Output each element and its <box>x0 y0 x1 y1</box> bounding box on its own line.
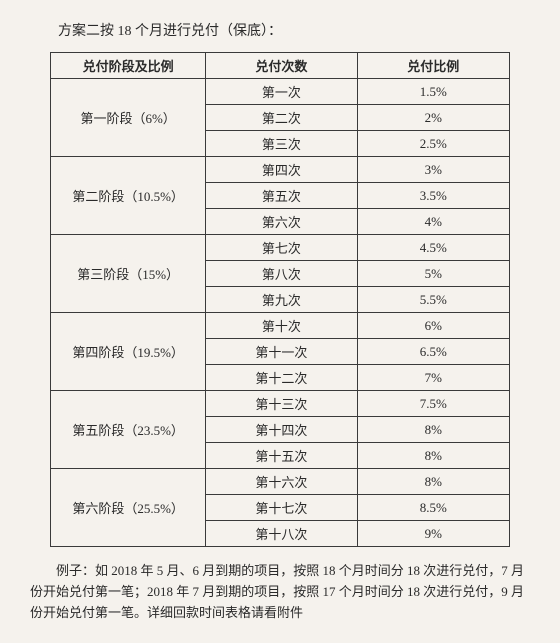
count-cell: 第十次 <box>206 313 357 339</box>
stage-cell: 第四阶段（19.5%） <box>51 313 206 391</box>
payment-schedule-table: 兑付阶段及比例 兑付次数 兑付比例 第一阶段（6%）第一次1.5%第二次2%第三… <box>50 52 510 547</box>
count-cell: 第十四次 <box>206 417 357 443</box>
ratio-cell: 8% <box>357 469 509 495</box>
count-cell: 第五次 <box>206 183 357 209</box>
ratio-cell: 1.5% <box>357 79 509 105</box>
table-row: 第六阶段（25.5%）第十六次8% <box>51 469 510 495</box>
count-cell: 第八次 <box>206 261 357 287</box>
count-cell: 第九次 <box>206 287 357 313</box>
count-cell: 第四次 <box>206 157 357 183</box>
ratio-cell: 8.5% <box>357 495 509 521</box>
count-cell: 第十一次 <box>206 339 357 365</box>
count-cell: 第十五次 <box>206 443 357 469</box>
count-cell: 第十七次 <box>206 495 357 521</box>
stage-cell: 第二阶段（10.5%） <box>51 157 206 235</box>
document-title: 方案二按 18 个月进行兑付（保底）： <box>30 20 530 40</box>
count-cell: 第三次 <box>206 131 357 157</box>
ratio-cell: 7.5% <box>357 391 509 417</box>
ratio-cell: 6% <box>357 313 509 339</box>
header-stage: 兑付阶段及比例 <box>51 53 206 79</box>
stage-cell: 第三阶段（15%） <box>51 235 206 313</box>
table-row: 第一阶段（6%）第一次1.5% <box>51 79 510 105</box>
table-row: 第五阶段（23.5%）第十三次7.5% <box>51 391 510 417</box>
count-cell: 第十六次 <box>206 469 357 495</box>
ratio-cell: 7% <box>357 365 509 391</box>
stage-cell: 第六阶段（25.5%） <box>51 469 206 547</box>
ratio-cell: 4% <box>357 209 509 235</box>
count-cell: 第十三次 <box>206 391 357 417</box>
ratio-cell: 4.5% <box>357 235 509 261</box>
table-row: 第二阶段（10.5%）第四次3% <box>51 157 510 183</box>
table-row: 第四阶段（19.5%）第十次6% <box>51 313 510 339</box>
ratio-cell: 9% <box>357 521 509 547</box>
ratio-cell: 5% <box>357 261 509 287</box>
count-cell: 第二次 <box>206 105 357 131</box>
ratio-cell: 2% <box>357 105 509 131</box>
stage-cell: 第五阶段（23.5%） <box>51 391 206 469</box>
ratio-cell: 3% <box>357 157 509 183</box>
count-cell: 第六次 <box>206 209 357 235</box>
ratio-cell: 8% <box>357 443 509 469</box>
ratio-cell: 2.5% <box>357 131 509 157</box>
header-ratio: 兑付比例 <box>357 53 509 79</box>
ratio-cell: 5.5% <box>357 287 509 313</box>
count-cell: 第十八次 <box>206 521 357 547</box>
ratio-cell: 8% <box>357 417 509 443</box>
count-cell: 第七次 <box>206 235 357 261</box>
ratio-cell: 3.5% <box>357 183 509 209</box>
example-text: 例子：如 2018 年 5 月、6 月到期的项目，按照 18 个月时间分 18 … <box>30 561 530 623</box>
table-row: 第三阶段（15%）第七次4.5% <box>51 235 510 261</box>
count-cell: 第一次 <box>206 79 357 105</box>
table-header-row: 兑付阶段及比例 兑付次数 兑付比例 <box>51 53 510 79</box>
ratio-cell: 6.5% <box>357 339 509 365</box>
header-count: 兑付次数 <box>206 53 357 79</box>
stage-cell: 第一阶段（6%） <box>51 79 206 157</box>
count-cell: 第十二次 <box>206 365 357 391</box>
